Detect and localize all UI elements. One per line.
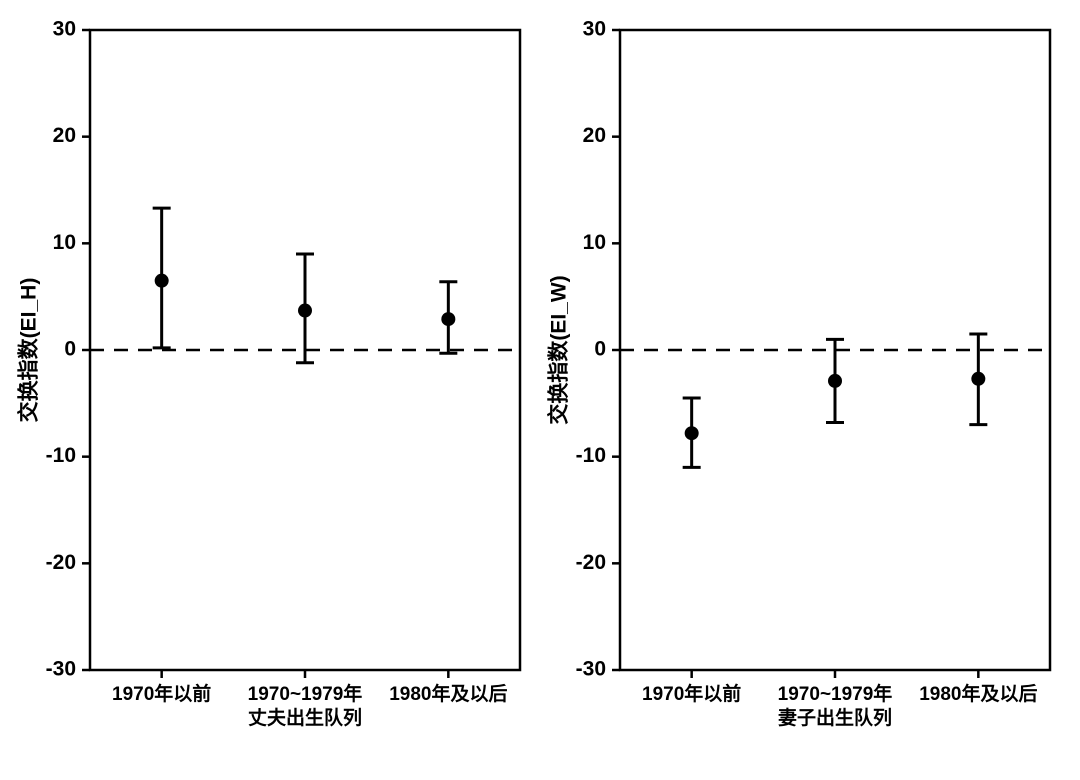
- y-tick-label: -30: [576, 658, 606, 681]
- data-point: [828, 374, 842, 388]
- x-axis-sublabel: 妻子出生队列: [778, 706, 892, 729]
- chart-container: -30 -20 -10 0 10 20 30 交换指数(EI_H) 1970年以前 1970~19…: [0, 0, 1080, 780]
- x-tick-label: 1980年及以后: [389, 682, 507, 705]
- data-point: [155, 274, 169, 288]
- y-tick-label: 20: [583, 124, 606, 147]
- x-tick-label: 1980年及以后: [919, 682, 1037, 705]
- y-tick-label: 30: [583, 18, 606, 41]
- data-point: [441, 312, 455, 326]
- data-point: [971, 372, 985, 386]
- data-point: [685, 426, 699, 440]
- y-tick-label: -10: [576, 444, 606, 467]
- x-axis-sublabel: 丈夫出生队列: [248, 706, 362, 729]
- y-tick-label: -20: [576, 551, 606, 574]
- x-tick-label: 1970年以前: [112, 682, 211, 705]
- y-tick-label: 10: [53, 231, 76, 254]
- y-tick-label: 10: [583, 231, 606, 254]
- data-point: [298, 304, 312, 318]
- dual-panel-errorbar-chart: -30 -20 -10 0 10 20 30 交换指数(EI_H) 1970年以前 1970~19…: [0, 0, 1080, 780]
- y-axis-label: 交换指数(EI_H): [17, 278, 41, 423]
- y-tick-label: 30: [53, 18, 76, 41]
- y-tick-label: 0: [594, 338, 606, 361]
- y-tick-label: 0: [64, 338, 76, 361]
- y-tick-label: -20: [46, 551, 76, 574]
- y-tick-label: -10: [46, 444, 76, 467]
- y-axis-label: 交换指数(EI_W): [547, 275, 571, 424]
- x-tick-label: 1970~1979年: [778, 682, 893, 705]
- y-tick-label: -30: [46, 658, 76, 681]
- chart-background: [0, 0, 1080, 780]
- y-tick-label: 20: [53, 124, 76, 147]
- x-tick-label: 1970年以前: [642, 682, 741, 705]
- x-tick-label: 1970~1979年: [248, 682, 363, 705]
